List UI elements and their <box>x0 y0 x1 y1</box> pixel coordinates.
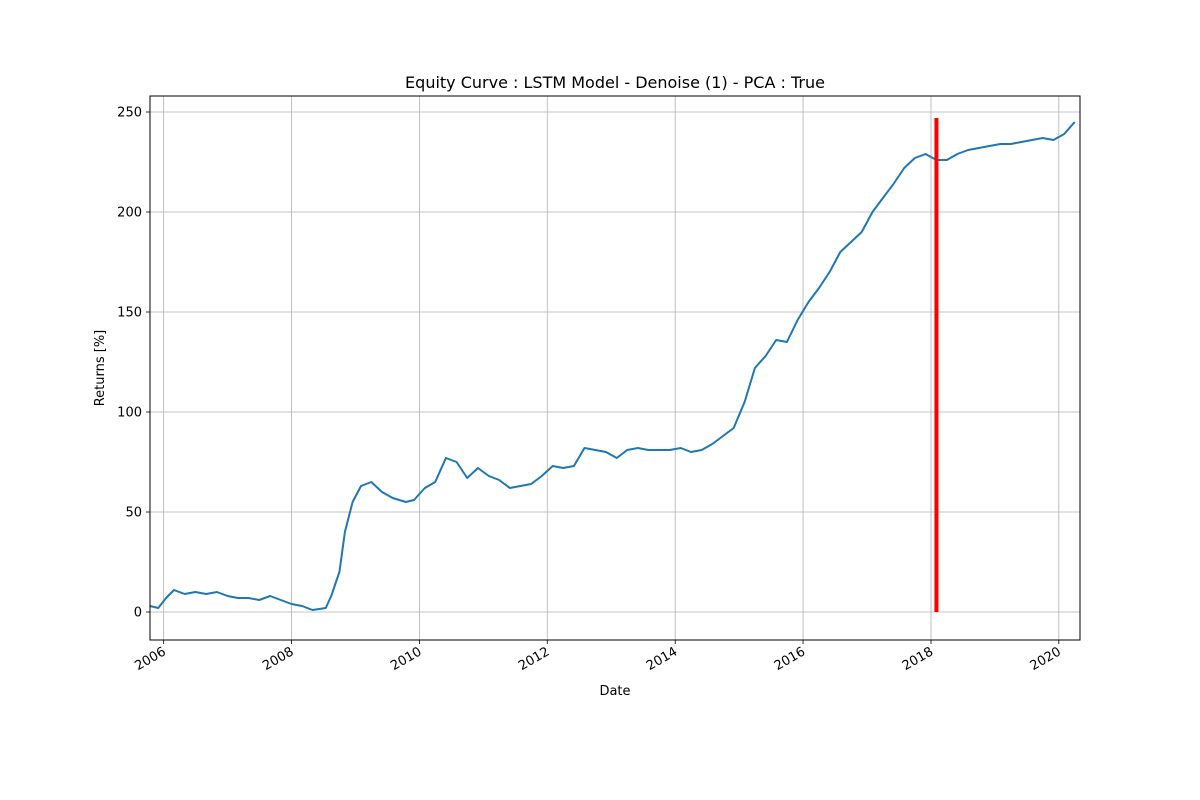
series-layer <box>149 121 1076 611</box>
plot-frame <box>149 95 1081 641</box>
chart-title: Equity Curve : LSTM Model - Denoise (1) … <box>405 73 825 92</box>
y-tick-label: 50 <box>125 506 142 521</box>
series-line <box>149 121 1076 611</box>
x-axis-label: Date <box>599 684 630 699</box>
y-tick-label: 250 <box>117 106 142 121</box>
y-tick-label: 100 <box>117 406 142 421</box>
y-axis-ticks: 0 50 100 150 200 250 <box>117 106 150 621</box>
y-tick-label: 200 <box>117 206 142 221</box>
y-tick-label: 150 <box>117 306 142 321</box>
y-tick-label: 0 <box>134 606 142 621</box>
y-axis-label: Returns [%] <box>93 330 108 407</box>
x-grid <box>163 96 1060 640</box>
y-grid <box>150 111 1080 613</box>
